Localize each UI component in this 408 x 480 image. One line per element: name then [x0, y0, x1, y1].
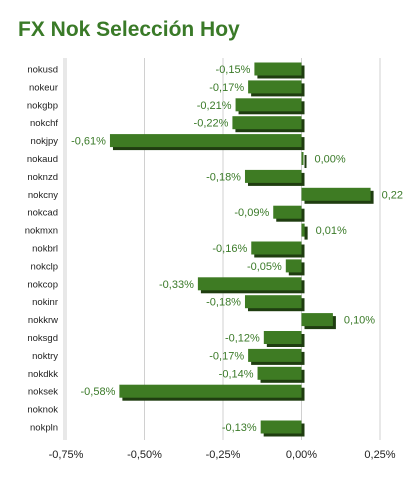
category-label: nokeur	[29, 82, 58, 93]
data-label: 0,00%	[315, 154, 346, 166]
category-label: nokclp	[31, 261, 58, 272]
data-label: -0,13%	[222, 422, 257, 434]
category-label: nokjpy	[31, 136, 59, 147]
category-label: noknok	[27, 405, 58, 416]
category-label: noktry	[32, 351, 58, 362]
bar-shadow	[304, 155, 307, 168]
category-label: nokkrw	[28, 315, 58, 326]
data-label: -0,12%	[225, 333, 260, 345]
data-label: -0,58%	[81, 386, 116, 398]
data-label: -0,14%	[219, 368, 254, 380]
bar	[119, 384, 302, 398]
data-label: -0,22%	[194, 118, 229, 130]
data-label: -0,18%	[206, 297, 241, 309]
x-tick-label: -0,50%	[127, 449, 162, 461]
category-label: nokdkk	[28, 369, 58, 380]
category-label: nokpln	[30, 423, 58, 434]
data-label: 0,01%	[316, 225, 347, 237]
bar	[273, 205, 302, 219]
category-labels: nokusd nokeur nokgbp nokchf nokjpy nokaud nokn…	[25, 65, 59, 434]
category-label: nokbrl	[32, 244, 58, 255]
bar	[254, 62, 302, 76]
bar	[260, 420, 302, 434]
bar	[232, 116, 302, 130]
bar-shadow	[304, 226, 308, 240]
bar	[248, 80, 302, 94]
category-label: nokusd	[27, 65, 58, 76]
category-label: nokcad	[27, 208, 58, 219]
bars	[109, 62, 374, 437]
bar	[235, 98, 302, 112]
category-label: noksgd	[27, 333, 58, 344]
data-label: -0,17%	[209, 350, 244, 362]
category-label: nokmxn	[25, 226, 58, 237]
bar	[301, 223, 305, 237]
bar	[109, 134, 302, 148]
data-label: -0,18%	[206, 171, 241, 183]
bar	[244, 295, 302, 309]
category-label: nokinr	[32, 297, 58, 308]
bar	[301, 313, 333, 327]
data-label: -0,05%	[247, 261, 282, 273]
x-tick-label: 0,00%	[286, 449, 317, 461]
data-label: -0,61%	[71, 136, 106, 148]
data-label: -0,09%	[234, 207, 269, 219]
bar	[244, 169, 302, 183]
bar	[248, 348, 302, 362]
bar	[285, 259, 302, 273]
data-labels: -0,15% -0,17% -0,21% -0,22% -0,61% 0,00% -0,18…	[71, 64, 403, 434]
category-label: nokcop	[27, 279, 58, 290]
bar	[263, 331, 302, 344]
x-tick-label: -0,25%	[206, 449, 241, 461]
x-tick-labels: -0,75% -0,50% -0,25% 0,00% 0,25%	[49, 449, 396, 461]
data-label: 0,22	[382, 189, 403, 201]
x-tick-label: -0,75%	[49, 449, 84, 461]
category-label: nokaud	[27, 154, 58, 165]
category-label: noksek	[28, 387, 58, 398]
data-label: -0,33%	[159, 279, 194, 291]
category-label: nokcny	[28, 190, 58, 201]
bar	[197, 277, 302, 291]
bar	[251, 241, 302, 255]
data-label: -0,21%	[197, 100, 232, 112]
category-label: nokgbp	[27, 100, 58, 111]
bar	[257, 366, 302, 380]
data-label: 0,10%	[344, 315, 375, 327]
data-label: -0,15%	[216, 64, 251, 76]
category-label: nokchf	[30, 118, 58, 129]
data-label: -0,16%	[212, 243, 247, 255]
data-label: -0,17%	[209, 82, 244, 94]
x-tick-label: 0,25%	[364, 449, 395, 461]
bar	[301, 152, 304, 165]
category-label: noknzd	[27, 172, 58, 183]
chart-title: FX Nok Selección Hoy	[18, 18, 240, 41]
bar	[301, 187, 371, 201]
